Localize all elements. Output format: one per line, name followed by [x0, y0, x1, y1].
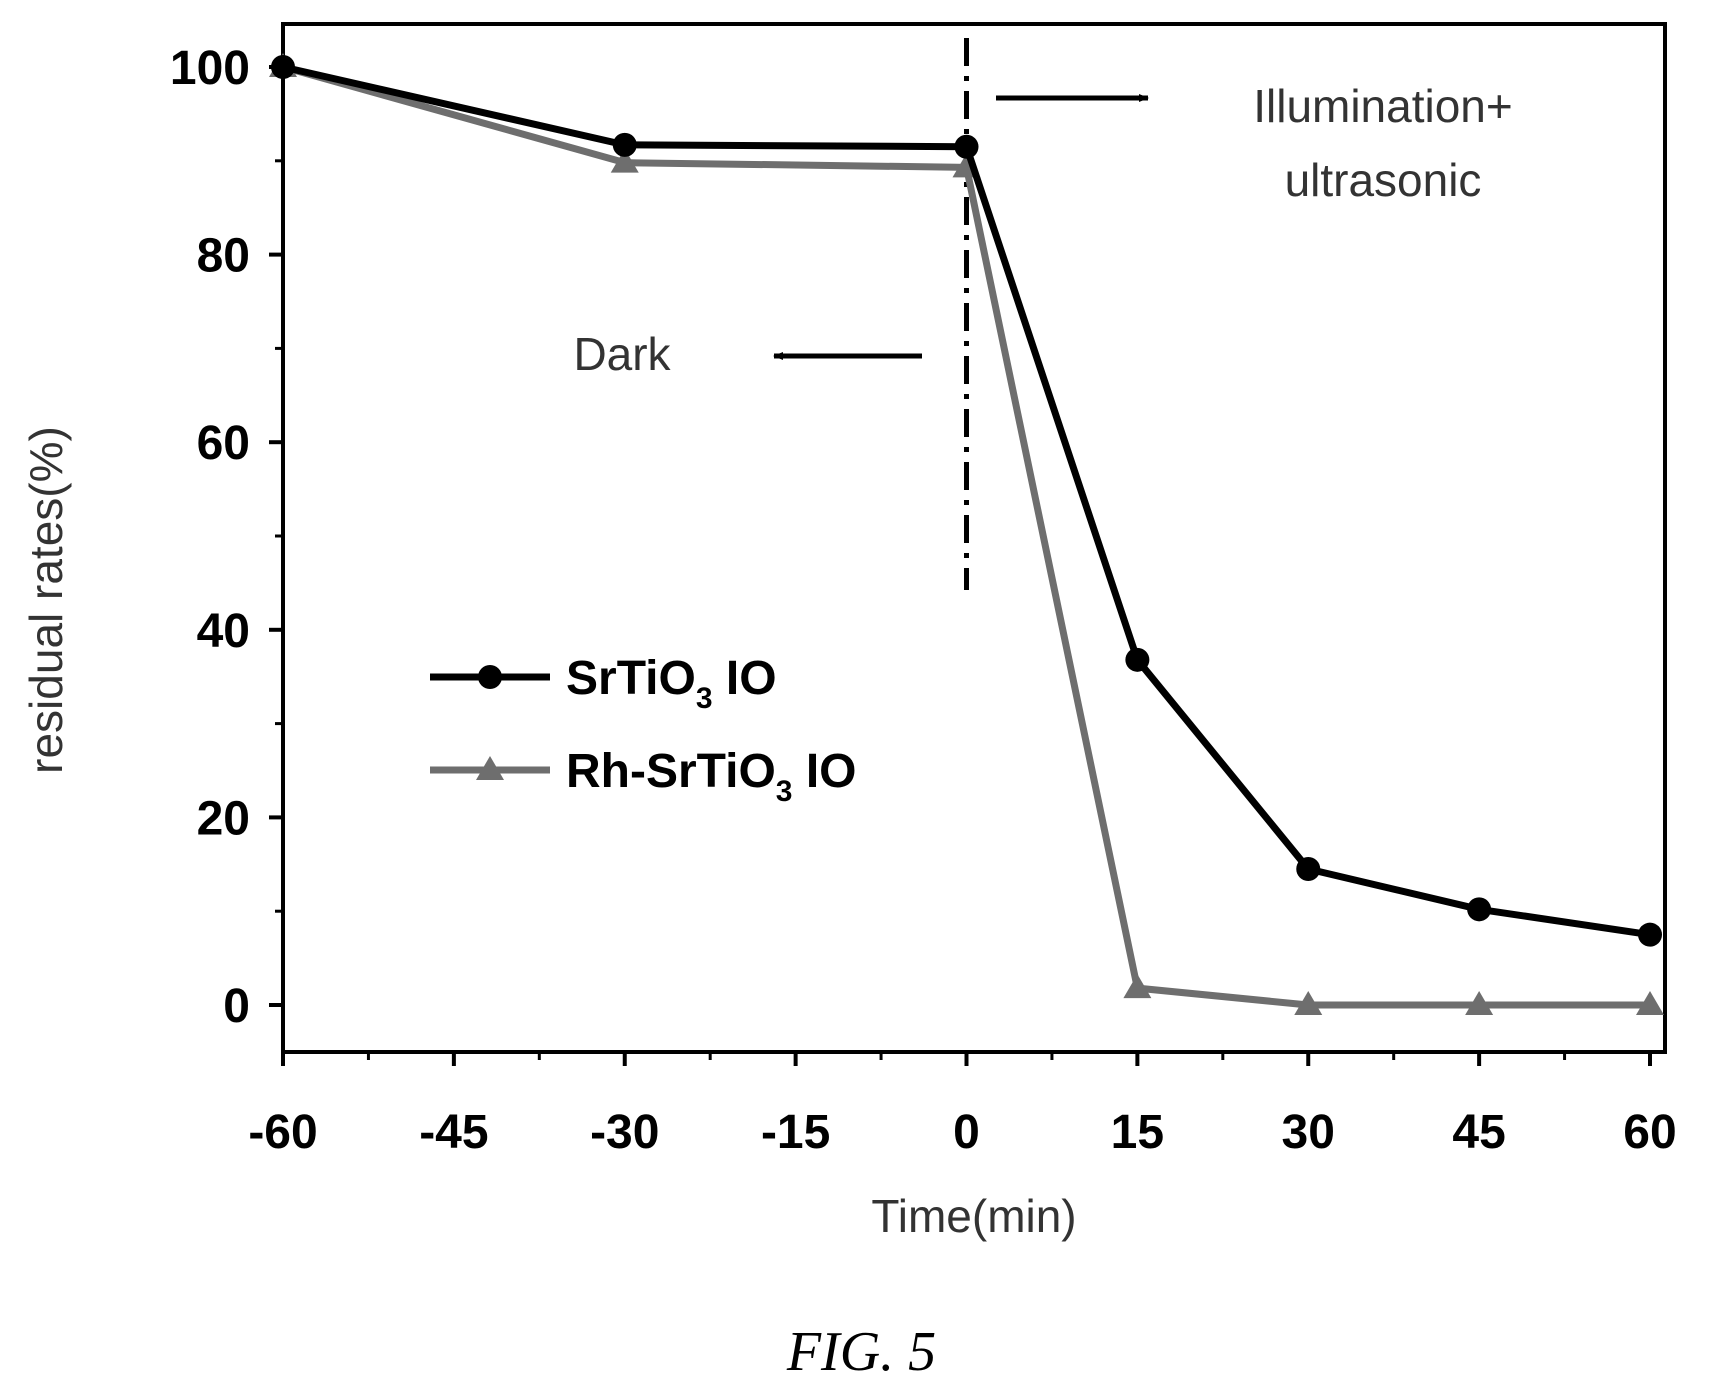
- axis-tick-labels: -60 -45 -30 -15 0 15 30 45 60 0 20 40 60 80 100: [170, 42, 1677, 1159]
- x-tick-label: 0: [953, 1106, 980, 1159]
- legend-label-rh-srtio3: Rh-SrTiO3 IO: [566, 745, 857, 808]
- x-tick-label: -60: [248, 1106, 317, 1159]
- data-point-rh-srtio3: [1294, 991, 1323, 1015]
- x-tick-label: -15: [761, 1106, 830, 1159]
- x-tick-label: -30: [590, 1106, 659, 1159]
- y-tick-label: 40: [197, 605, 250, 658]
- light-label-line2: ultrasonic: [1285, 154, 1482, 206]
- y-tick-label: 80: [197, 230, 250, 283]
- legend-label-srtio3: SrTiO3 IO: [566, 652, 777, 715]
- data-point-rh-srtio3: [1123, 974, 1152, 999]
- data-point-srtio3: [1638, 922, 1662, 947]
- x-tick-label: 60: [1623, 1106, 1676, 1159]
- data-point-srtio3: [612, 132, 637, 157]
- y-tick-label: 100: [170, 42, 250, 95]
- x-tick-label: 15: [1111, 1106, 1164, 1159]
- data-point-rh-srtio3: [1636, 991, 1664, 1015]
- x-tick-label: -45: [419, 1106, 488, 1159]
- y-tick-label: 60: [197, 417, 250, 470]
- y-axis-title: residual rates(%): [20, 426, 72, 774]
- legend-item-srtio3: SrTiO3 IO: [430, 652, 777, 715]
- data-point-srtio3: [1125, 647, 1150, 672]
- x-tick-label: 45: [1452, 1106, 1505, 1159]
- x-axis-title: Time(min): [871, 1190, 1076, 1242]
- y-tick-label: 20: [197, 792, 250, 845]
- legend-marker-triangle: [476, 756, 504, 780]
- data-point-rh-srtio3: [610, 148, 639, 173]
- x-tick-label: 30: [1282, 1106, 1335, 1159]
- data-point-srtio3: [271, 55, 295, 79]
- light-label-line1: Illumination+: [1253, 80, 1513, 132]
- plot-frame: [281, 22, 1667, 1054]
- legend: SrTiO3 IO Rh-SrTiO3 IO: [430, 652, 857, 808]
- data-point-srtio3: [1296, 856, 1321, 881]
- data-point-srtio3: [954, 134, 979, 159]
- series-layer: [269, 53, 1664, 1015]
- y-tick-label: 0: [223, 980, 250, 1033]
- axis-ticks: [269, 65, 1652, 1066]
- legend-item-rh-srtio3: Rh-SrTiO3 IO: [430, 745, 857, 808]
- data-point-srtio3: [1467, 897, 1492, 922]
- dark-label: Dark: [573, 328, 671, 380]
- legend-marker-circle: [478, 665, 502, 689]
- figure-caption: FIG. 5: [786, 1321, 937, 1383]
- data-point-rh-srtio3: [1465, 991, 1494, 1015]
